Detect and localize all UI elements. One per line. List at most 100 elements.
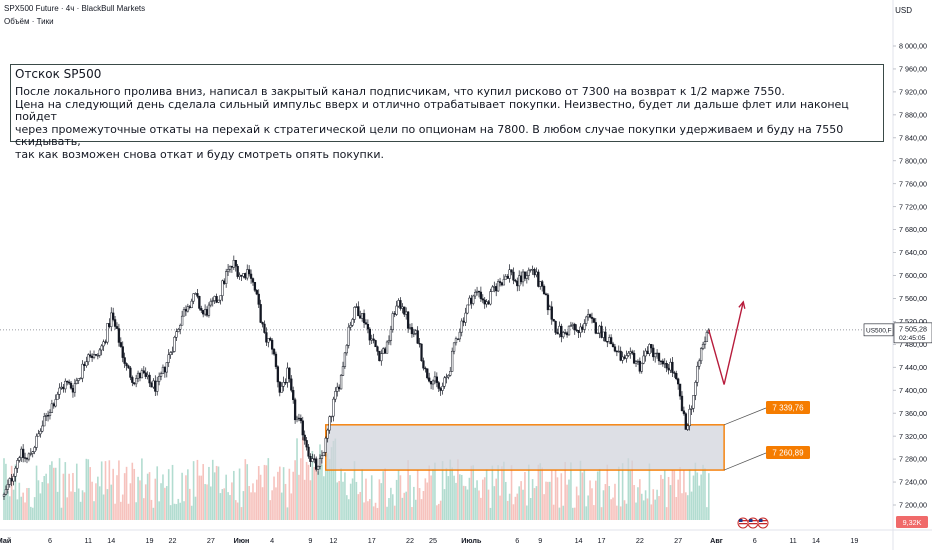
candle-body (694, 382, 697, 396)
candle-body (316, 466, 320, 470)
volume-bar (451, 467, 453, 520)
volume-bar (91, 481, 93, 520)
candle-body (485, 301, 488, 305)
price-tick-label: 7 320,00 (899, 432, 927, 441)
candle-body (383, 348, 387, 354)
volume-bar (326, 453, 329, 520)
annotation-box[interactable]: Отскок SP500 После локального пролива вн… (10, 64, 884, 161)
candle-body (232, 259, 235, 268)
volume-bar (282, 467, 285, 520)
volume-bar (434, 462, 436, 520)
candle-body (236, 265, 239, 277)
candle-body (22, 448, 25, 458)
candle-body (403, 306, 406, 315)
annotation-body: После локального пролива вниз, написал в… (15, 85, 879, 162)
candle-body (648, 344, 651, 354)
volume-bar (443, 489, 446, 520)
volume-bar (566, 484, 568, 520)
candle-body (429, 381, 433, 385)
candle-body (205, 309, 209, 316)
candle-body (286, 367, 289, 383)
candle-body (376, 346, 379, 352)
volume-bar (430, 475, 432, 520)
candle-body (249, 273, 253, 279)
volume-bar (70, 491, 72, 520)
volume-bar (43, 476, 46, 520)
volume-bar (121, 494, 124, 520)
candle-body (380, 353, 383, 362)
candle-body (37, 433, 40, 437)
candle-body (39, 430, 42, 435)
time-tick-label: 6 (515, 536, 519, 545)
volume-bar (33, 497, 36, 520)
candle-body (104, 341, 107, 343)
time-tick-label: 6 (753, 536, 757, 545)
candle-body (119, 342, 122, 347)
candle-body (588, 314, 592, 318)
candle-body (117, 328, 121, 343)
candle-body (324, 437, 327, 453)
volume-bar (508, 493, 511, 520)
volume-bar (527, 464, 530, 520)
volume-bar (405, 491, 407, 520)
candle-body (623, 356, 626, 359)
candle-body (537, 271, 540, 287)
volume-bar (344, 472, 346, 520)
candle-body (165, 362, 168, 373)
volume-bar (466, 489, 469, 520)
volume-bar (568, 479, 570, 520)
volume-indicator-line[interactable]: Объём · Тики (4, 17, 54, 26)
volume-bar (137, 476, 139, 520)
annotation-line: Цена на следующий день сделала сильный и… (15, 97, 849, 124)
candle-body (121, 346, 124, 358)
candle-body (8, 478, 11, 485)
volume-bar (167, 469, 170, 520)
currency-label[interactable]: USD (895, 6, 912, 15)
price-tick-label: 7 280,00 (899, 455, 927, 464)
candle-body (180, 315, 184, 326)
volume-bar (227, 492, 229, 520)
candle-body (567, 325, 571, 336)
candle-body (110, 312, 113, 327)
candle-body (16, 460, 19, 469)
zone-label-bg (766, 401, 810, 414)
candle-body (142, 370, 145, 373)
candle-body (171, 351, 174, 353)
volume-bar (378, 479, 381, 520)
volume-bar (97, 476, 99, 520)
candle-body (546, 294, 550, 311)
candle-body (27, 453, 31, 460)
candle-body (259, 304, 262, 323)
volume-bar (656, 489, 658, 520)
symbol-line[interactable]: SPX500 Future · 4ч · BlackBull Markets (4, 4, 146, 13)
volume-bar (520, 481, 522, 520)
candle-body (251, 278, 255, 283)
candle-body (705, 332, 709, 342)
volume-bar (315, 461, 317, 520)
volume-bar (677, 479, 679, 520)
volume-bar (662, 478, 664, 520)
volume-bar (700, 474, 702, 520)
candle-body (644, 350, 647, 357)
volume-bar (269, 500, 272, 520)
candle-body (609, 337, 613, 345)
volume-bar (273, 476, 275, 520)
volume-bar (583, 470, 586, 520)
volume-bar (208, 466, 210, 520)
time-tick-label: 9 (538, 536, 542, 545)
volume-bar (370, 475, 373, 520)
flag-canton (739, 519, 743, 522)
volume-bar (131, 462, 134, 520)
candle-body (449, 371, 452, 376)
candle-body (85, 361, 88, 366)
volume-bar (35, 465, 38, 520)
volume-bar (123, 473, 126, 520)
candle-body (14, 467, 17, 477)
time-tick-label: 22 (636, 536, 644, 545)
volume-bar (449, 459, 452, 520)
candle-body (533, 269, 536, 276)
volume-bar (393, 505, 396, 520)
candle-body (75, 380, 78, 384)
price-tick-label: 7 800,00 (899, 156, 927, 165)
